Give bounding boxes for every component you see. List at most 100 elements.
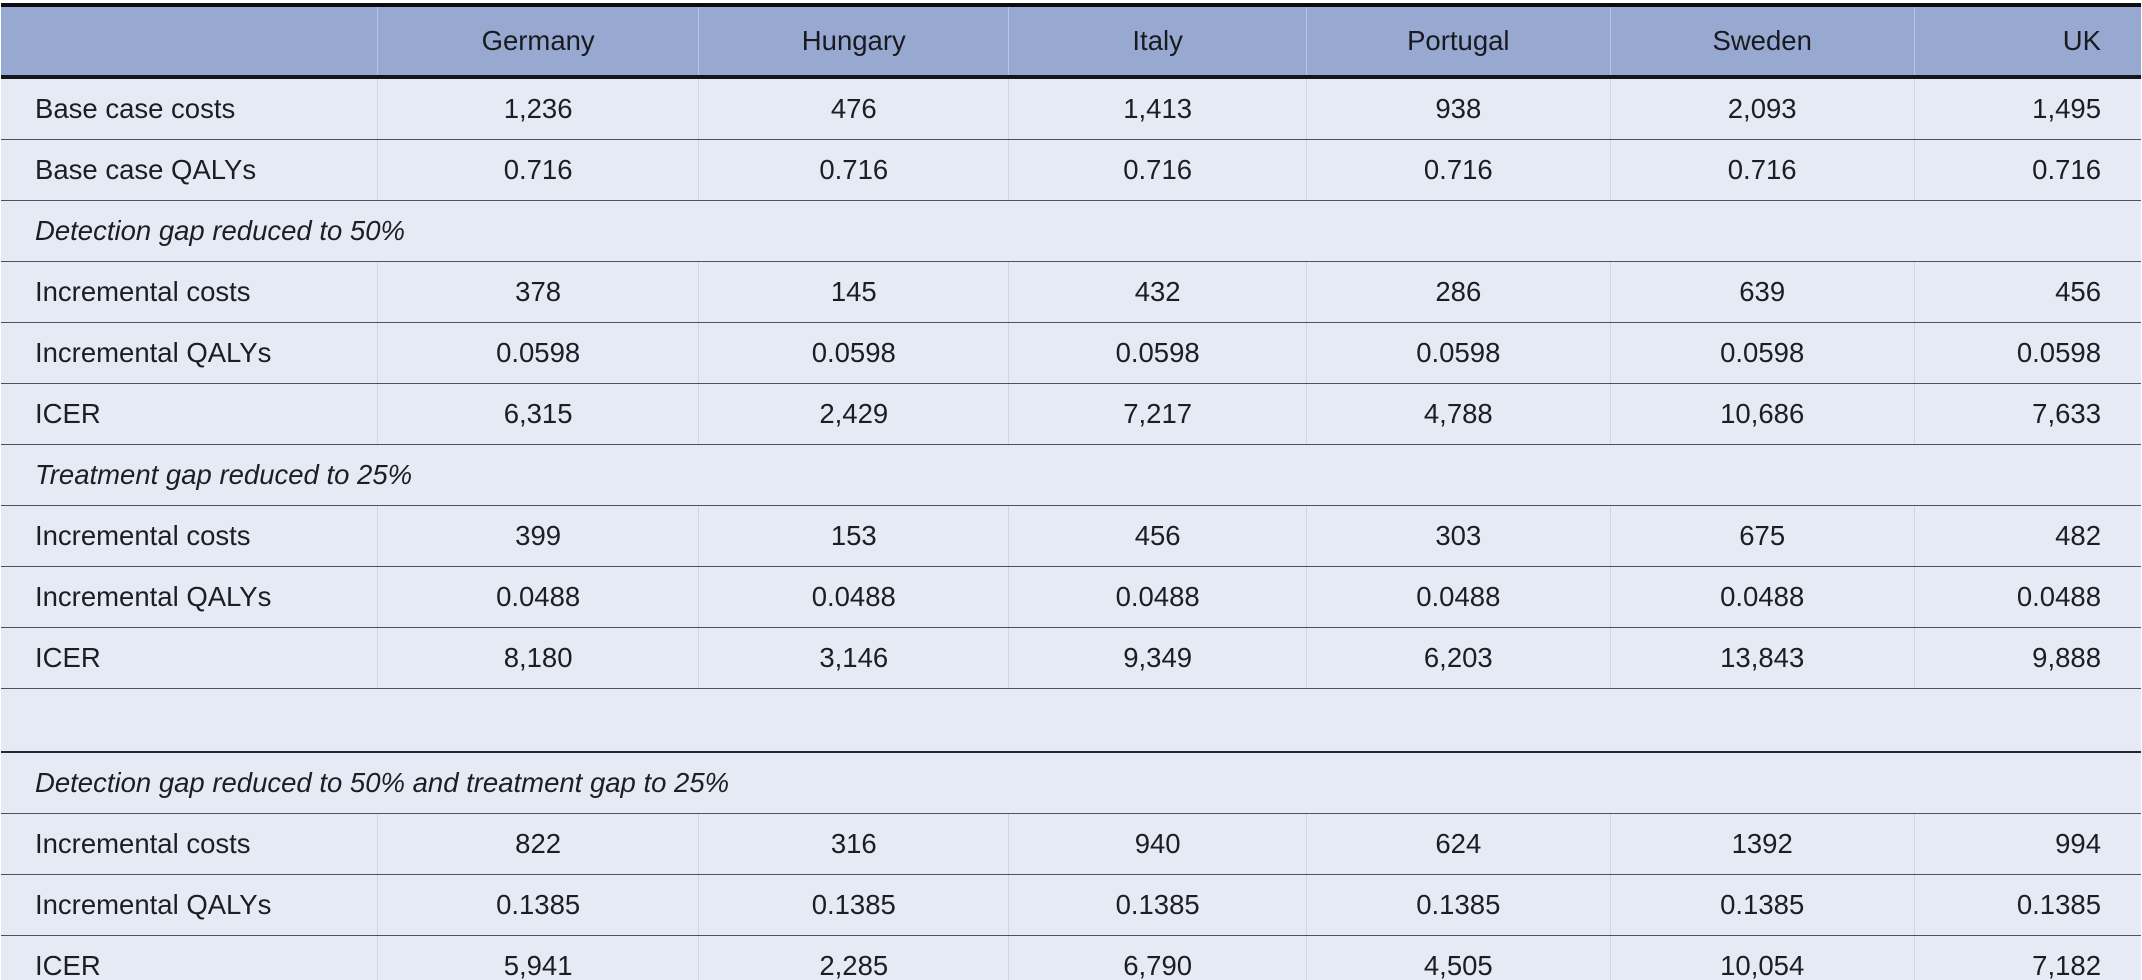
table-row: Incremental costs 399 153 456 303 675 482 bbox=[1, 505, 2141, 567]
value-cell: 432 bbox=[1008, 261, 1307, 323]
value-cell: 0.716 bbox=[1609, 139, 1915, 201]
value-cell: 0.0488 bbox=[698, 566, 1009, 628]
row-label: Incremental QALYs bbox=[1, 874, 378, 936]
value-cell: 9,888 bbox=[1913, 627, 2141, 689]
results-table: Germany Hungary Italy Portugal Sweden UK… bbox=[1, 3, 2141, 980]
value-cell: 940 bbox=[1008, 813, 1307, 875]
table-row: Incremental costs 822 316 940 624 1392 994 bbox=[1, 813, 2141, 875]
row-label: Incremental QALYs bbox=[1, 566, 378, 628]
value-cell: 399 bbox=[377, 505, 699, 567]
value-cell: 1,413 bbox=[1008, 77, 1307, 140]
value-cell: 456 bbox=[1008, 505, 1307, 567]
table-header-row: Germany Hungary Italy Portugal Sweden UK bbox=[1, 5, 2141, 79]
value-cell: 0.1385 bbox=[698, 874, 1009, 936]
value-cell: 0.0598 bbox=[1609, 322, 1915, 384]
value-cell: 0.716 bbox=[698, 139, 1009, 201]
value-cell: 675 bbox=[1609, 505, 1915, 567]
value-cell: 1,236 bbox=[377, 77, 699, 140]
section-label: Detection gap reduced to 50% and treatme… bbox=[1, 752, 2141, 814]
value-cell: 2,093 bbox=[1609, 77, 1915, 140]
value-cell: 10,054 bbox=[1609, 935, 1915, 980]
value-cell: 286 bbox=[1305, 261, 1611, 323]
value-cell: 4,788 bbox=[1305, 383, 1611, 445]
value-cell: 9,349 bbox=[1008, 627, 1307, 689]
row-label: Incremental QALYs bbox=[1, 322, 378, 384]
value-cell: 0.1385 bbox=[1609, 874, 1915, 936]
value-cell: 6,315 bbox=[377, 383, 699, 445]
value-cell: 0.0488 bbox=[1008, 566, 1307, 628]
column-header-germany: Germany bbox=[377, 5, 699, 79]
column-header-blank bbox=[1, 5, 378, 79]
column-header-portugal: Portugal bbox=[1305, 5, 1611, 79]
value-cell: 0.716 bbox=[1008, 139, 1307, 201]
value-cell: 938 bbox=[1305, 77, 1611, 140]
value-cell: 316 bbox=[698, 813, 1009, 875]
value-cell: 624 bbox=[1305, 813, 1611, 875]
value-cell: 0.0598 bbox=[1305, 322, 1611, 384]
value-cell: 6,203 bbox=[1305, 627, 1611, 689]
value-cell: 7,217 bbox=[1008, 383, 1307, 445]
row-label: Incremental costs bbox=[1, 813, 378, 875]
row-label: Base case costs bbox=[1, 77, 378, 140]
value-cell: 4,505 bbox=[1305, 935, 1611, 980]
value-cell: 0.0598 bbox=[1008, 322, 1307, 384]
column-header-uk: UK bbox=[1913, 5, 2141, 79]
value-cell: 3,146 bbox=[698, 627, 1009, 689]
row-label: Incremental costs bbox=[1, 261, 378, 323]
table-body: Base case costs 1,236 476 1,413 938 2,093 1,49… bbox=[1, 77, 2141, 980]
column-header-italy: Italy bbox=[1008, 5, 1307, 79]
value-cell: 0.1385 bbox=[377, 874, 699, 936]
table-row: Incremental costs 378 145 432 286 639 456 bbox=[1, 261, 2141, 323]
value-cell: 6,790 bbox=[1008, 935, 1307, 980]
value-cell: 0.716 bbox=[1913, 139, 2141, 201]
section-row: Detection gap reduced to 50% and treatme… bbox=[1, 752, 2141, 814]
spacer-cell bbox=[1, 688, 2141, 753]
value-cell: 0.0488 bbox=[1913, 566, 2141, 628]
section-row: Detection gap reduced to 50% bbox=[1, 200, 2141, 262]
row-label: ICER bbox=[1, 383, 378, 445]
value-cell: 639 bbox=[1609, 261, 1915, 323]
value-cell: 994 bbox=[1913, 813, 2141, 875]
row-label: ICER bbox=[1, 627, 378, 689]
column-header-hungary: Hungary bbox=[698, 5, 1009, 79]
value-cell: 378 bbox=[377, 261, 699, 323]
section-row: Treatment gap reduced to 25% bbox=[1, 444, 2141, 506]
section-label: Treatment gap reduced to 25% bbox=[1, 444, 2141, 506]
value-cell: 7,182 bbox=[1913, 935, 2141, 980]
row-label: ICER bbox=[1, 935, 378, 980]
value-cell: 1392 bbox=[1609, 813, 1915, 875]
value-cell: 7,633 bbox=[1913, 383, 2141, 445]
table-row: Incremental QALYs 0.0598 0.0598 0.0598 0.059… bbox=[1, 322, 2141, 384]
section-label: Detection gap reduced to 50% bbox=[1, 200, 2141, 262]
value-cell: 13,843 bbox=[1609, 627, 1915, 689]
value-cell: 482 bbox=[1913, 505, 2141, 567]
value-cell: 8,180 bbox=[377, 627, 699, 689]
table-row: ICER 8,180 3,146 9,349 6,203 13,843 9,888 bbox=[1, 627, 2141, 689]
value-cell: 303 bbox=[1305, 505, 1611, 567]
table-row: Base case QALYs 0.716 0.716 0.716 0.716 0.716… bbox=[1, 139, 2141, 201]
value-cell: 822 bbox=[377, 813, 699, 875]
value-cell: 5,941 bbox=[377, 935, 699, 980]
value-cell: 476 bbox=[698, 77, 1009, 140]
value-cell: 0.0488 bbox=[1305, 566, 1611, 628]
column-header-sweden: Sweden bbox=[1609, 5, 1915, 79]
table-row: ICER 6,315 2,429 7,217 4,788 10,686 7,633 bbox=[1, 383, 2141, 445]
value-cell: 0.0598 bbox=[1913, 322, 2141, 384]
value-cell: 0.0598 bbox=[698, 322, 1009, 384]
table-row: Base case costs 1,236 476 1,413 938 2,093 1,49… bbox=[1, 77, 2141, 140]
value-cell: 0.1385 bbox=[1305, 874, 1611, 936]
spacer-row bbox=[1, 688, 2141, 753]
table-row: ICER 5,941 2,285 6,790 4,505 10,054 7,182 bbox=[1, 935, 2141, 980]
table-row: Incremental QALYs 0.1385 0.1385 0.1385 0.138… bbox=[1, 874, 2141, 936]
value-cell: 0.0488 bbox=[1609, 566, 1915, 628]
value-cell: 2,429 bbox=[698, 383, 1009, 445]
value-cell: 0.716 bbox=[377, 139, 699, 201]
value-cell: 456 bbox=[1913, 261, 2141, 323]
value-cell: 0.1385 bbox=[1008, 874, 1307, 936]
value-cell: 145 bbox=[698, 261, 1009, 323]
table-row: Incremental QALYs 0.0488 0.0488 0.0488 0.048… bbox=[1, 566, 2141, 628]
value-cell: 10,686 bbox=[1609, 383, 1915, 445]
row-label: Base case QALYs bbox=[1, 139, 378, 201]
row-label: Incremental costs bbox=[1, 505, 378, 567]
value-cell: 0.716 bbox=[1305, 139, 1611, 201]
